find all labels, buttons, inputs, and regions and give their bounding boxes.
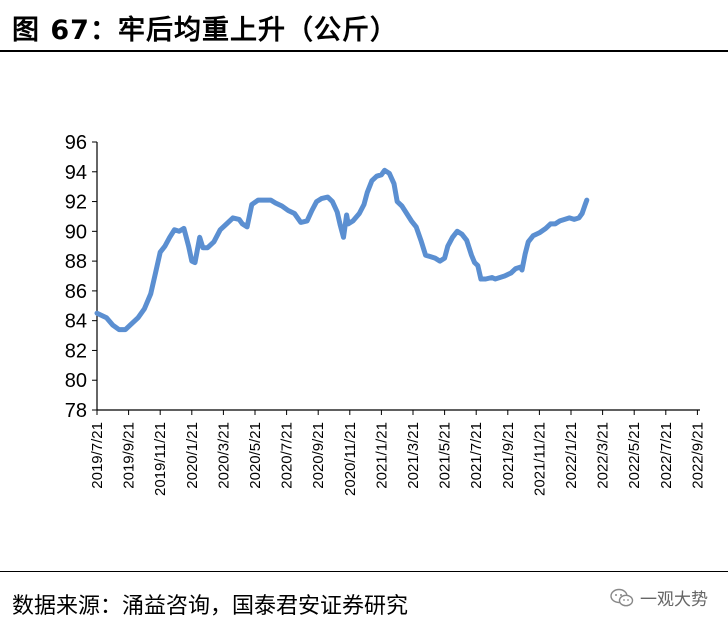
watermark: 一观大势 (610, 585, 708, 610)
wechat-icon (610, 588, 634, 606)
x-tick-label: 2021/1/21 (373, 422, 390, 489)
x-tick-label: 2022/3/21 (595, 422, 612, 489)
x-tick-label: 2020/9/21 (310, 422, 327, 489)
x-tick-label: 2022/1/21 (563, 422, 580, 489)
x-tick-group: 2019/7/21 2019/9/21 2019/11/21 2020/1/21 202… (89, 410, 706, 496)
series-line (94, 167, 590, 333)
x-tick-label: 2022/9/21 (689, 422, 706, 489)
x-tick-label: 2020/1/21 (184, 422, 201, 489)
watermark-text: 一观大势 (640, 590, 708, 610)
x-tick-label: 2019/11/21 (152, 422, 169, 496)
source-note: 数据来源：涌益咨询，国泰君安证券研究 (12, 594, 409, 619)
bottom-divider (0, 571, 728, 572)
x-tick-label: 2021/9/21 (500, 422, 517, 489)
x-tick-label: 2019/7/21 (89, 422, 106, 489)
y-tick-label: 86 (65, 281, 87, 303)
y-tick-label: 84 (65, 311, 87, 333)
x-tick-label: 2021/3/21 (405, 422, 422, 489)
y-tick-label: 88 (65, 251, 87, 273)
x-tick-label: 2020/11/21 (342, 422, 359, 496)
top-divider (0, 50, 728, 52)
y-tick-group: 78 80 82 84 86 88 90 92 94 96 (65, 132, 97, 422)
y-tick-label: 94 (65, 162, 87, 184)
x-tick-label: 2019/9/21 (121, 422, 138, 489)
y-tick-label: 82 (65, 340, 87, 362)
x-tick-label: 2022/5/21 (626, 422, 643, 489)
x-tick-label: 2020/5/21 (247, 422, 264, 489)
y-tick-label: 92 (65, 192, 87, 214)
y-tick-label: 80 (65, 370, 87, 392)
y-tick-label: 96 (65, 132, 87, 154)
x-tick-label: 2020/3/21 (215, 422, 232, 489)
x-tick-label: 2021/7/21 (468, 422, 485, 489)
x-tick-label: 2021/5/21 (437, 422, 454, 489)
x-tick-label: 2020/7/21 (279, 422, 296, 489)
x-tick-label: 2021/11/21 (531, 422, 548, 496)
page-title: 图 67：牢后均重上升（公斤） (12, 15, 398, 46)
y-tick-label: 78 (65, 400, 87, 422)
x-tick-label: 2022/7/21 (658, 422, 675, 489)
y-tick-label: 90 (65, 221, 87, 243)
